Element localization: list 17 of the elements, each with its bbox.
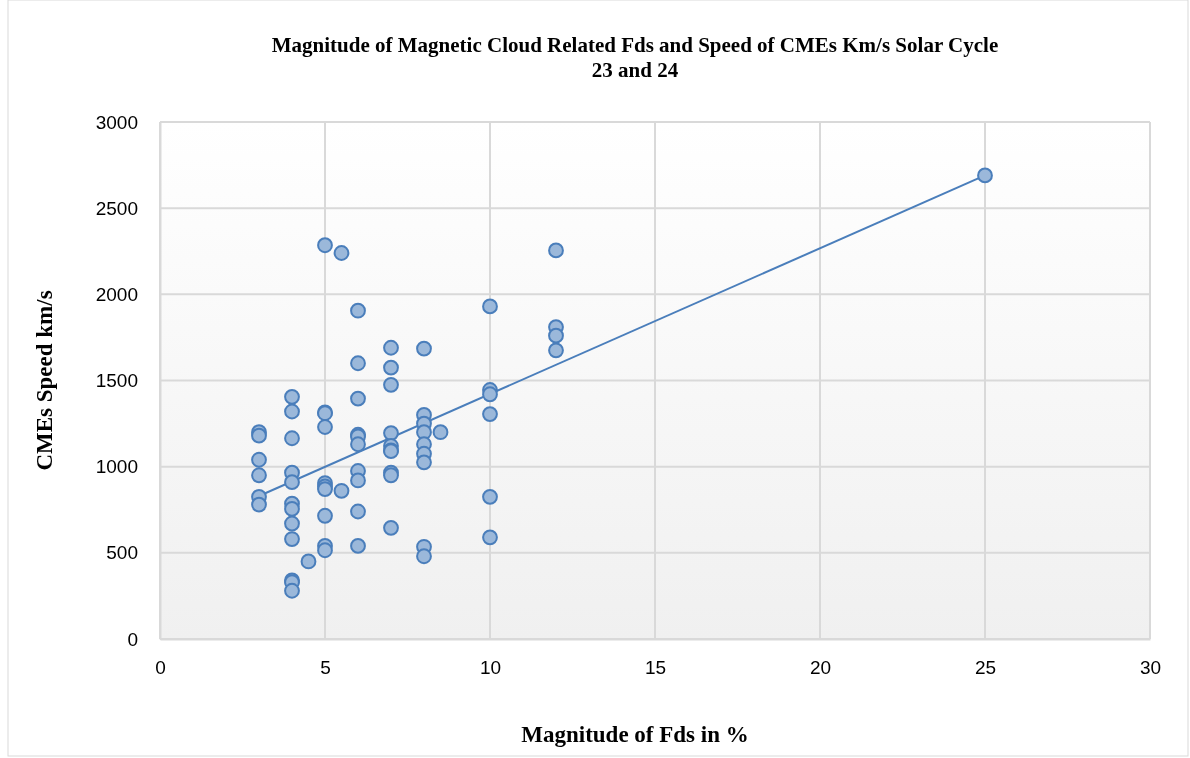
x-tick-label: 0: [155, 657, 166, 679]
y-tick-label: 2000: [95, 283, 138, 305]
y-axis-title: CMEs Speed km/s: [32, 290, 57, 471]
x-tick-label: 5: [320, 657, 331, 679]
x-tick-label: 25: [974, 657, 997, 679]
x-tick-label: 15: [644, 657, 667, 679]
x-tick-label: 20: [809, 657, 832, 679]
y-tick-label: 0: [127, 628, 138, 650]
y-tick-label: 2500: [95, 197, 138, 219]
y-tick-label: 1500: [95, 370, 138, 392]
x-tick-label: 10: [479, 657, 502, 679]
x-axis-title: Magnitude of Fds in %: [521, 722, 749, 747]
y-tick-label: 3000: [95, 111, 138, 133]
chart-title: Magnitude of Magnetic Cloud Related Fds and Speed of CMEs Km/s Solar Cycle 23 and 24: [271, 33, 999, 82]
x-tick-label: 30: [1139, 657, 1162, 679]
y-tick-label: 500: [106, 542, 138, 564]
y-tick-label: 1000: [95, 456, 138, 478]
